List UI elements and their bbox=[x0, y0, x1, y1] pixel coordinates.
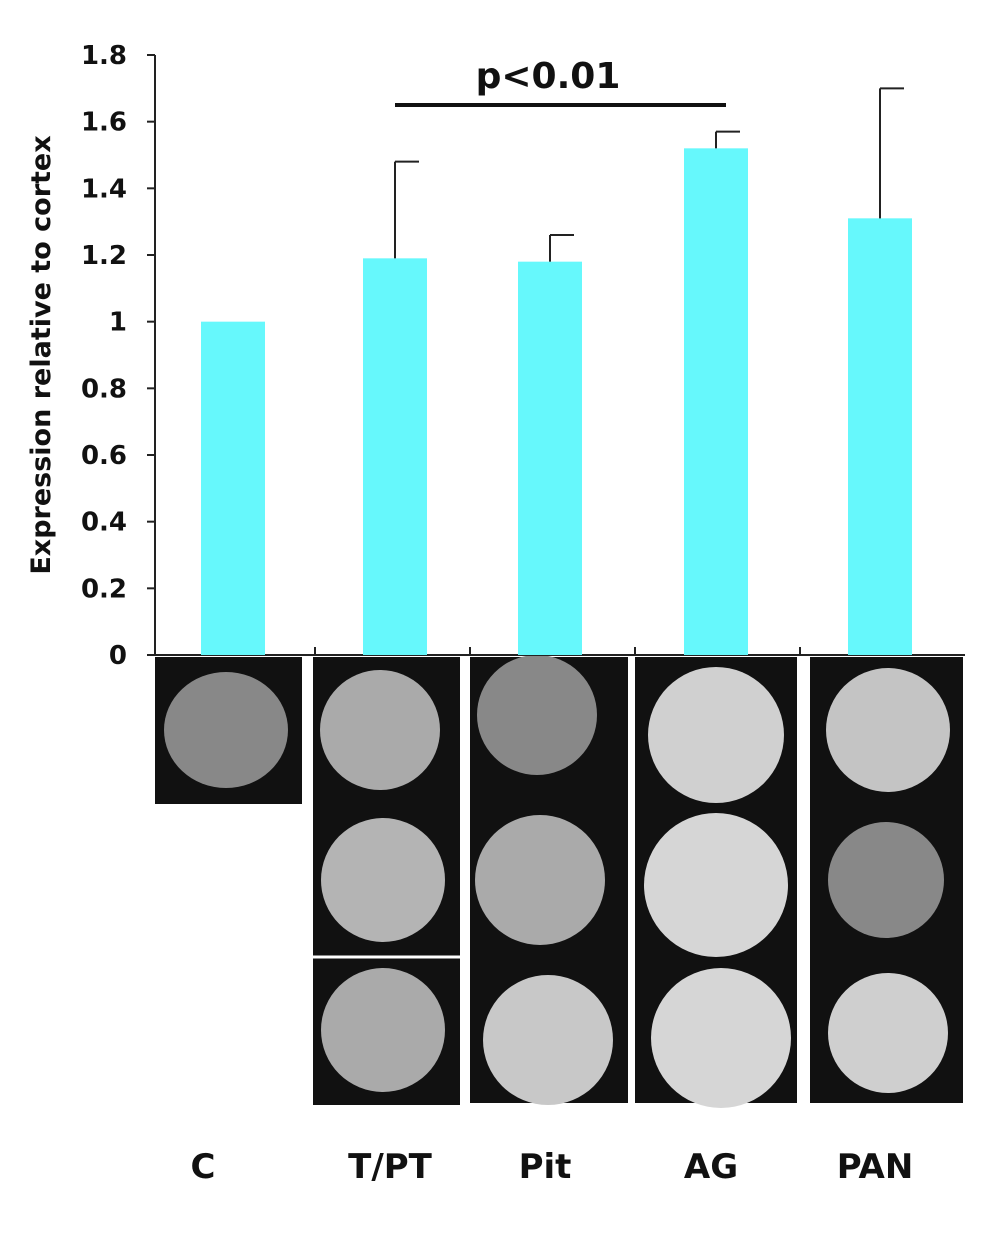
x-tick-label: T/PT bbox=[348, 1147, 433, 1187]
cell bbox=[651, 968, 791, 1108]
bar bbox=[201, 321, 265, 655]
y-tick-label: 0.4 bbox=[81, 508, 127, 538]
cell bbox=[320, 670, 440, 790]
cell bbox=[321, 968, 445, 1092]
y-tick-label: 1.6 bbox=[81, 108, 127, 138]
cell bbox=[164, 672, 288, 788]
bar bbox=[684, 148, 748, 656]
cell bbox=[475, 815, 605, 945]
cell bbox=[321, 818, 445, 942]
cell bbox=[826, 668, 950, 792]
cell bbox=[648, 667, 784, 803]
cell bbox=[644, 813, 788, 957]
y-tick-label: 0.2 bbox=[81, 574, 127, 604]
annotation: p<0.01 bbox=[476, 56, 621, 97]
y-tick-label: 1 bbox=[109, 308, 127, 338]
bar bbox=[848, 218, 912, 656]
y-tick-label: 1.2 bbox=[81, 241, 127, 271]
cell-images bbox=[155, 655, 963, 1108]
x-tick-label: AG bbox=[684, 1147, 738, 1187]
bar bbox=[363, 258, 427, 655]
y-tick-label: 0.6 bbox=[81, 441, 127, 471]
x-tick-label: C bbox=[191, 1147, 216, 1187]
cell bbox=[828, 973, 948, 1093]
x-tick-label: Pit bbox=[519, 1147, 572, 1187]
y-axis-label: Expression relative to cortex bbox=[26, 135, 57, 574]
cell bbox=[483, 975, 613, 1105]
cell bbox=[477, 655, 597, 775]
y-tick-label: 0 bbox=[109, 641, 127, 671]
bar bbox=[518, 261, 582, 655]
cell bbox=[828, 822, 944, 938]
y-tick-label: 1.8 bbox=[81, 41, 127, 71]
x-tick-label: PAN bbox=[837, 1147, 914, 1187]
y-tick-label: 0.8 bbox=[81, 374, 127, 404]
y-tick-label: 1.4 bbox=[81, 174, 127, 204]
